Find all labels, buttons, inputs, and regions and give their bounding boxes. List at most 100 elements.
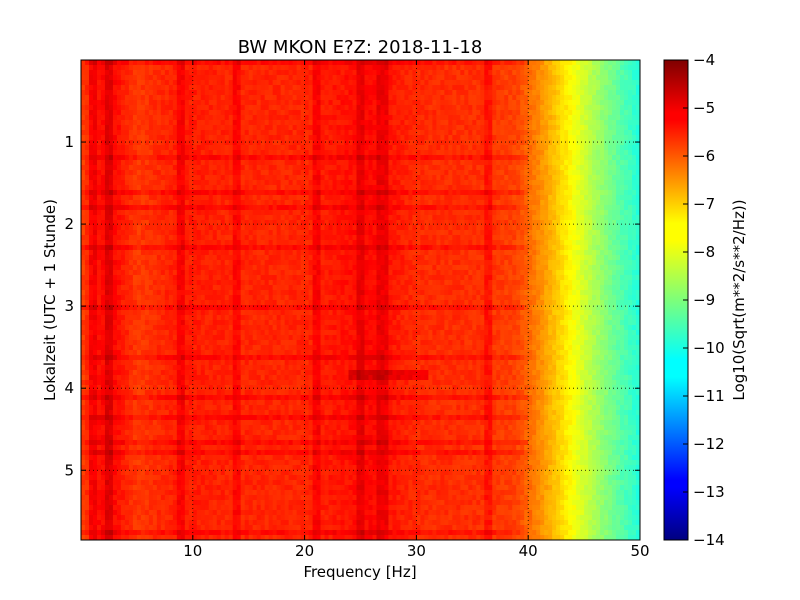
heatmap-cell: [548, 115, 553, 121]
heatmap-cell: [504, 225, 509, 231]
heatmap-cell: [512, 100, 517, 106]
heatmap-cell: [436, 115, 441, 121]
heatmap-cell: [156, 100, 162, 106]
heatmap-cell: [472, 230, 477, 236]
heatmap-cell: [352, 190, 358, 196]
heatmap-cell: [552, 110, 557, 116]
heatmap-cell: [340, 230, 346, 236]
heatmap-cell: [180, 235, 186, 241]
heatmap-cell: [220, 95, 226, 101]
heatmap-cell: [108, 110, 114, 116]
heatmap-cell: [196, 235, 202, 241]
heatmap-cell: [324, 165, 330, 171]
heatmap-cell: [132, 120, 138, 126]
heatmap-cell: [316, 185, 322, 191]
heatmap-cell: [228, 180, 234, 186]
heatmap-cell: [560, 150, 565, 156]
heatmap-cell: [304, 155, 310, 161]
heatmap-cell: [300, 190, 306, 196]
heatmap-cell: [396, 95, 402, 101]
heatmap-cell: [388, 150, 394, 156]
heatmap-cell: [140, 210, 146, 216]
heatmap-cell: [596, 145, 601, 151]
heatmap-cell: [432, 145, 437, 151]
heatmap-cell: [456, 70, 461, 76]
heatmap-cell: [168, 115, 174, 121]
heatmap-cell: [520, 75, 525, 81]
heatmap-cell: [228, 160, 234, 166]
heatmap-cell: [484, 60, 489, 66]
heatmap-cell: [200, 175, 206, 181]
heatmap-cell: [532, 175, 537, 181]
heatmap-cell: [500, 110, 505, 116]
heatmap-cell: [484, 90, 489, 96]
heatmap-cell: [528, 120, 533, 126]
heatmap-cell: [416, 140, 421, 146]
heatmap-cell: [600, 195, 605, 201]
heatmap-cell: [632, 200, 637, 206]
heatmap-cell: [108, 165, 114, 171]
heatmap-cell: [416, 180, 421, 186]
heatmap-cell: [236, 225, 242, 231]
heatmap-cell: [612, 200, 617, 206]
heatmap-cell: [304, 150, 310, 156]
heatmap-cell: [468, 180, 473, 186]
heatmap-cell: [204, 145, 210, 151]
heatmap-cell: [624, 230, 629, 236]
heatmap-cell: [448, 205, 453, 211]
heatmap-cell: [288, 195, 294, 201]
heatmap-cell: [81, 105, 86, 111]
heatmap-cell: [480, 150, 485, 156]
heatmap-cell: [332, 75, 338, 81]
heatmap-cell: [304, 170, 310, 176]
heatmap-cell: [204, 225, 210, 231]
heatmap-cell: [428, 120, 433, 126]
heatmap-cell: [408, 145, 413, 151]
heatmap-cell: [280, 95, 286, 101]
heatmap-cell: [376, 150, 382, 156]
heatmap-cell: [444, 150, 449, 156]
heatmap-cell: [420, 180, 425, 186]
heatmap-cell: [176, 110, 182, 116]
heatmap-cell: [192, 95, 198, 101]
heatmap-cell: [568, 80, 573, 86]
heatmap-cell: [252, 190, 258, 196]
heatmap-cell: [552, 105, 557, 111]
heatmap-cell: [240, 225, 246, 231]
heatmap-cell: [156, 105, 162, 111]
heatmap-cell: [444, 170, 449, 176]
heatmap-cell: [176, 165, 182, 171]
heatmap-cell: [152, 85, 158, 91]
heatmap-cell: [112, 95, 118, 101]
heatmap-cell: [280, 135, 286, 141]
heatmap-cell: [220, 165, 226, 171]
heatmap-cell: [384, 210, 390, 216]
heatmap-cell: [328, 115, 334, 121]
heatmap-cell: [328, 155, 334, 161]
heatmap-cell: [536, 155, 541, 161]
heatmap-cell: [548, 60, 553, 66]
heatmap-cell: [396, 120, 402, 126]
heatmap-cell: [476, 160, 481, 166]
heatmap-cell: [624, 125, 629, 131]
heatmap-cell: [248, 70, 254, 76]
heatmap-cell: [552, 225, 557, 231]
heatmap-cell: [368, 225, 374, 231]
heatmap-cell: [120, 130, 126, 136]
heatmap-cell: [524, 190, 529, 196]
heatmap-cell: [496, 65, 501, 71]
heatmap-cell: [100, 235, 106, 241]
heatmap-cell: [120, 165, 126, 171]
heatmap-cell: [120, 175, 126, 181]
heatmap-cell: [200, 125, 206, 131]
heatmap-cell: [148, 170, 154, 176]
heatmap-cell: [284, 85, 290, 91]
heatmap-cell: [124, 195, 130, 201]
heatmap-cell: [312, 75, 318, 81]
heatmap-cell: [84, 70, 90, 76]
heatmap-cell: [324, 155, 330, 161]
heatmap-cell: [92, 235, 98, 241]
heatmap-cell: [280, 70, 286, 76]
heatmap-cell: [116, 125, 122, 131]
heatmap-cell: [84, 95, 90, 101]
